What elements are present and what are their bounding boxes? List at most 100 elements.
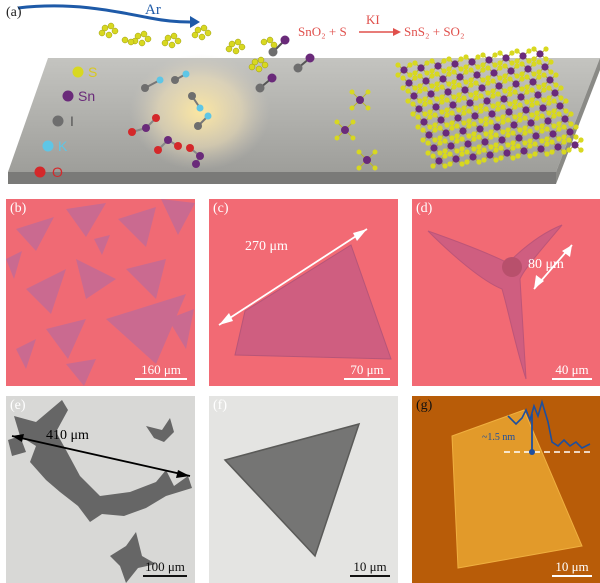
lattice-s-atom xyxy=(536,69,542,75)
lattice-s-atom xyxy=(551,123,557,129)
nucleation-clusters xyxy=(334,89,378,171)
lattice-s-atom xyxy=(522,140,528,146)
lattice-sn-atom xyxy=(478,84,486,92)
lattice-s-atom xyxy=(493,157,499,163)
lattice-s-atom xyxy=(434,71,440,77)
lattice-sn-atom xyxy=(556,102,564,110)
lattice-s-atom xyxy=(459,136,465,142)
measure-arrow-e xyxy=(11,435,191,477)
lattice-s-atom xyxy=(531,61,537,67)
lattice-s-atom xyxy=(514,48,520,54)
lattice-s-atom xyxy=(519,61,525,67)
scale-line-e xyxy=(143,575,187,577)
lattice-sn-atom xyxy=(524,65,532,73)
lattice-s-atom xyxy=(464,149,470,155)
lattice-sn-atom xyxy=(400,66,408,74)
scale-bar-d: 40 μm xyxy=(552,363,592,380)
lattice-s-atom xyxy=(500,129,506,135)
lattice-s-atom xyxy=(425,140,431,146)
lattice-s-atom xyxy=(541,72,547,78)
lattice-sn-atom xyxy=(512,80,520,88)
lattice-s-atom xyxy=(476,144,482,150)
lattice-s-atom xyxy=(483,116,489,122)
lattice-sn-atom xyxy=(447,142,455,150)
lattice-s-atom xyxy=(456,97,462,103)
lattice-s-atom xyxy=(417,83,423,89)
ki-molecules xyxy=(141,70,212,130)
scale-label-e: 100 μm xyxy=(145,559,185,574)
lattice-s-atom xyxy=(578,137,584,143)
lattice-sn-atom xyxy=(466,99,474,107)
sns2-flake-c xyxy=(234,244,392,360)
optical-image-d xyxy=(427,224,573,380)
lattice-s-atom xyxy=(561,134,567,140)
lattice-sn-atom xyxy=(415,105,423,113)
lattice-s-atom xyxy=(532,141,538,147)
lattice-s-atom xyxy=(485,80,491,86)
lattice-s-atom xyxy=(497,75,503,81)
lattice-s-atom xyxy=(471,131,477,137)
lattice-s-atom xyxy=(480,62,486,68)
lattice-s-atom xyxy=(558,85,564,91)
optical-image-c xyxy=(218,228,392,360)
lattice-s-atom xyxy=(427,109,433,115)
sulfur-clusters xyxy=(98,22,278,73)
lattice-s-atom xyxy=(439,99,445,105)
lattice-sn-atom xyxy=(469,153,477,161)
lattice-s-atom xyxy=(512,99,518,105)
lattice-s-atom xyxy=(442,153,448,159)
panel-e-label: (e) xyxy=(10,398,26,413)
lattice-s-atom xyxy=(478,93,484,99)
lattice-s-atom xyxy=(507,86,513,92)
lattice-s-atom xyxy=(424,60,430,66)
lattice-s-atom xyxy=(454,148,460,154)
lattice-s-atom xyxy=(463,69,469,75)
lattice-s-atom xyxy=(432,122,438,128)
lattice-s-atom xyxy=(451,79,457,85)
lattice-s-atom xyxy=(512,114,518,120)
lattice-s-atom xyxy=(502,78,508,84)
lattice-sn-atom xyxy=(544,117,552,125)
lattice-s-atom xyxy=(454,123,460,129)
lattice-s-atom xyxy=(468,77,474,83)
lattice-s-atom xyxy=(444,107,450,113)
lattice-s-atom xyxy=(492,52,498,58)
lattice-s-atom xyxy=(483,121,489,127)
lattice-s-atom xyxy=(563,108,569,114)
lattice-s-atom xyxy=(549,139,555,145)
lattice-s-atom xyxy=(543,46,549,52)
lattice-s-atom xyxy=(468,67,474,73)
lattice-s-atom xyxy=(526,58,532,64)
lattice-s-atom xyxy=(449,110,455,116)
lattice-sn-atom xyxy=(500,95,508,103)
lattice-s-atom xyxy=(456,92,462,98)
lattice-s-atom xyxy=(395,72,401,78)
lattice-sn-atom xyxy=(430,144,438,152)
lattice-s-atom xyxy=(510,145,516,151)
lattice-s-atom xyxy=(458,66,464,72)
lattice-s-atom xyxy=(541,82,547,88)
lattice-s-atom xyxy=(505,142,511,148)
lattice-s-atom xyxy=(490,88,496,94)
panel-b-label: (b) xyxy=(10,201,27,216)
measure-arrow-c xyxy=(218,228,368,326)
lattice-s-atom xyxy=(471,146,477,152)
measurement-c: 270 μm xyxy=(245,239,288,254)
panel-g-label: (g) xyxy=(416,398,433,413)
lattice-sn-atom xyxy=(502,54,510,62)
lattice-s-atom xyxy=(422,101,428,107)
lattice-sn-atom xyxy=(420,118,428,126)
lattice-s-atom xyxy=(429,58,435,64)
lattice-s-atom xyxy=(475,64,481,70)
lattice-s-atom xyxy=(442,138,448,144)
lattice-s-atom xyxy=(461,95,467,101)
lattice-s-atom xyxy=(476,134,482,140)
lattice-s-atom xyxy=(493,142,499,148)
lattice-sn-atom xyxy=(488,110,496,118)
lattice-s-atom xyxy=(429,73,435,79)
lattice-s-atom xyxy=(417,73,423,79)
lattice-s-atom xyxy=(524,99,530,105)
lattice-s-atom xyxy=(495,101,501,107)
panel-f-label: (f) xyxy=(213,398,227,413)
lattice-s-atom xyxy=(480,67,486,73)
